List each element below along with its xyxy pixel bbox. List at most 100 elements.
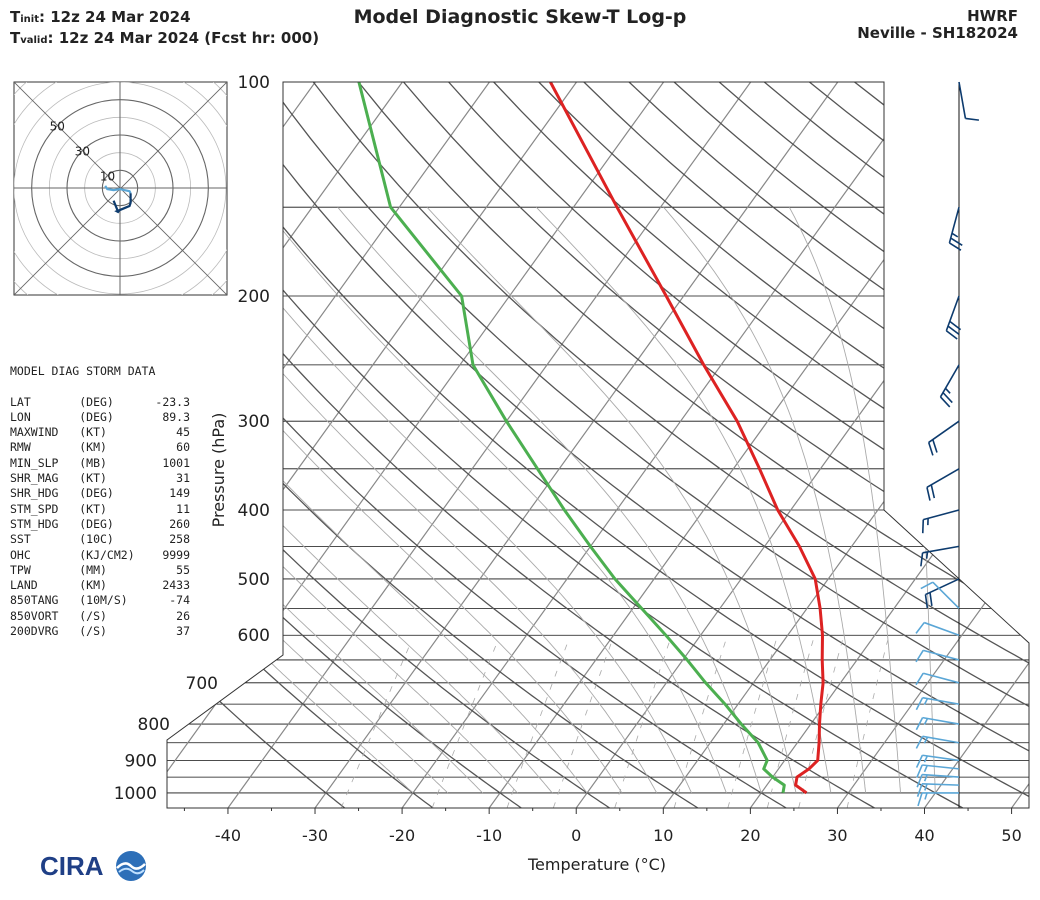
dry-adiabat [357, 82, 1029, 808]
dry-adiabat [628, 82, 1029, 808]
wind-barb [915, 735, 960, 749]
barb-feather [916, 764, 923, 778]
y-tick-label: 200 [238, 287, 270, 307]
x-tick-label: 0 [571, 826, 581, 845]
hodo-ring-label: 30 [75, 144, 90, 158]
y-tick-label: 900 [125, 751, 157, 771]
storm-data-row: STM_HDG (DEG) 260 [10, 516, 191, 531]
storm-data-row: LAND (KM) 2433 [10, 578, 191, 593]
dewpoint-profile [357, 82, 786, 794]
x-tick-label: -20 [389, 826, 415, 845]
storm-data-row: RMW (KM) 60 [10, 440, 191, 455]
storm-data-row: LON (DEG) 89.3 [10, 409, 191, 424]
wind-barb [915, 696, 960, 711]
wind-barb [921, 509, 960, 534]
barb-shaft [923, 509, 960, 521]
dry-adiabat [538, 82, 1029, 808]
barb-shaft [928, 420, 960, 444]
hodo-trace-lower [104, 185, 132, 194]
wind-barb [958, 81, 980, 121]
isotherm [167, 82, 578, 808]
wind-barb [915, 754, 960, 768]
dry-adiabat [167, 82, 964, 808]
y-tick-label: 1000 [114, 784, 157, 804]
barb-feather [926, 487, 931, 501]
hodo-trace-upper [112, 193, 132, 214]
wind-barb [915, 621, 960, 636]
storm-data-title: MODEL DIAG STORM DATA [10, 364, 156, 378]
barb-half-feather [944, 387, 951, 394]
y-tick-label: 400 [238, 501, 270, 521]
wind-barb [939, 364, 960, 408]
x-tick-label: 20 [740, 826, 760, 845]
moist-adiabat [663, 206, 867, 793]
barb-half-feather [923, 774, 928, 782]
barb-shaft [923, 672, 960, 684]
dry-adiabat [808, 82, 1029, 808]
dry-adiabat [177, 82, 1029, 808]
barb-half-feather [924, 792, 928, 800]
dry-adiabat [167, 82, 522, 808]
cira-logo: CIRA [40, 851, 146, 881]
barb-feather [942, 392, 953, 404]
storm-data-table: MODEL DIAG STORM DATA LAT (DEG) -23.3 LON… [10, 364, 190, 639]
barb-shaft [921, 783, 960, 786]
hodograph: 10 30 50 [13, 81, 228, 296]
storm-data-row: OHC (KJ/CM2) 9999 [10, 547, 191, 562]
wind-barb [920, 545, 960, 567]
barb-shaft [922, 545, 960, 554]
y-axis-label: Pressure (hPa) [209, 413, 228, 528]
storm-data-row: LAT (DEG) -23.3 [10, 394, 191, 409]
barb-feather [915, 735, 924, 749]
storm-data-row: 850TANG (10M/S) -74 [10, 593, 191, 608]
barb-feather [929, 592, 933, 607]
x-tick-label: -10 [476, 826, 502, 845]
x-tick-label: -30 [302, 826, 328, 845]
storm-data-row: SST (10C) 258 [10, 532, 191, 547]
barb-half-feather [925, 551, 929, 559]
wind-barb [927, 420, 960, 456]
wind-barb [916, 764, 960, 778]
x-tick-label: 50 [1001, 826, 1021, 845]
isotherm [401, 82, 926, 808]
moist-adiabat [167, 206, 483, 794]
dry-adiabat [763, 82, 1029, 808]
chart-title: Model Diagnostic Skew-T Log-p [353, 6, 687, 28]
wind-barb [916, 783, 960, 797]
storm-data-row: 850VORT (/S) 26 [10, 608, 191, 623]
barb-shaft [922, 716, 960, 725]
dry-adiabat [854, 82, 1029, 808]
mixing-ratio-line [506, 640, 569, 808]
mixing-ratio-line [727, 640, 777, 808]
temperature-profile [549, 82, 825, 795]
barb-half-feather [923, 755, 929, 763]
storm-data-row: STM_SPD (KT) 11 [10, 501, 191, 516]
cira-logo-text: CIRA [40, 851, 104, 881]
mixing-ratio-line [766, 640, 814, 808]
moist-adiabat [167, 206, 518, 794]
init-subscript: init [20, 14, 39, 25]
init-time: Tinit: 12z 24 Mar 2024 [10, 8, 191, 26]
barb-feather [924, 594, 929, 609]
barb-feather [915, 754, 924, 768]
wind-barb [924, 578, 960, 609]
storm-data-row: SHR_MAG (KT) 31 [10, 471, 191, 486]
barb-feather [915, 672, 924, 686]
moist-adiabat [426, 206, 797, 793]
dry-adiabat [222, 82, 1029, 808]
barb-shaft [922, 764, 960, 770]
plot-border [166, 81, 1030, 809]
moist-adiabat [337, 206, 762, 794]
dry-adiabat [167, 82, 346, 808]
barb-shaft [923, 649, 960, 661]
barb-feather [965, 117, 980, 121]
wind-barb [915, 716, 960, 731]
moist-adiabat [788, 206, 901, 793]
mixing-ratio-line [673, 640, 727, 808]
dry-adiabat [167, 82, 610, 808]
isotherm [836, 82, 1029, 808]
isotherm [749, 82, 1029, 808]
isotherm [167, 82, 403, 808]
wind-barb [916, 773, 960, 788]
barb-feather [915, 622, 925, 634]
